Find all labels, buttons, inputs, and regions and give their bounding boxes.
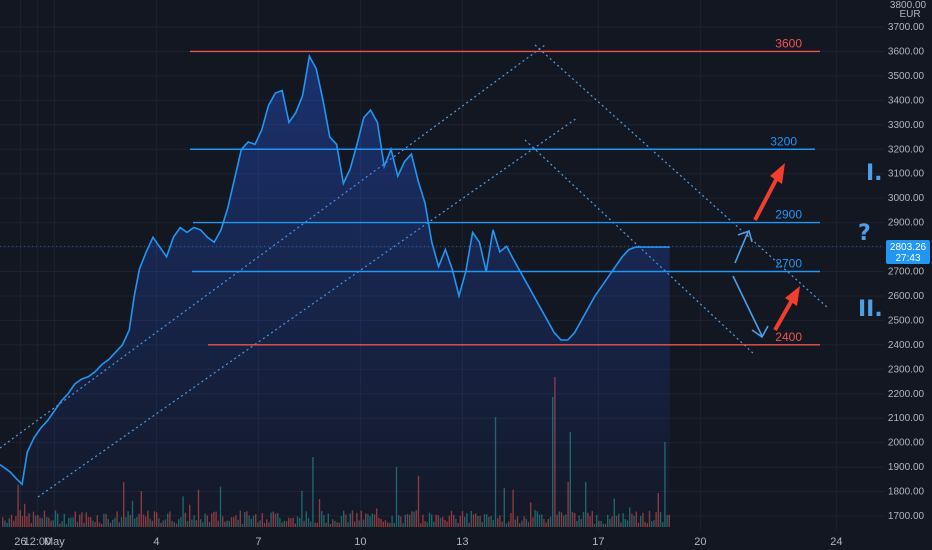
blue-arrowhead-up	[737, 229, 753, 243]
y-tick-label: 2900.00	[888, 218, 925, 229]
level-label-2400: 2400	[775, 330, 802, 344]
price-line	[0, 53, 670, 486]
level-label-3200: 3200	[770, 134, 797, 148]
current-price-badge: 2803.26 27:43	[886, 240, 930, 264]
scale-top-label: 3800.00	[890, 0, 927, 11]
y-tick-label: 1800.00	[888, 487, 925, 498]
scenario-two-label: II.	[858, 297, 883, 322]
x-tick-label: 12:00	[24, 536, 52, 548]
red-arrow-up-shaft	[753, 177, 779, 221]
y-tick-label: 2200.00	[888, 389, 925, 400]
horizontal-levels: 3600 3200 2900 2700 2400	[0, 36, 884, 346]
y-tick-label: 2000.00	[888, 438, 925, 449]
y-tick-label: 1700.00	[888, 511, 925, 522]
x-tick-label: 10	[354, 536, 366, 548]
x-tick-label: 13	[456, 536, 468, 548]
current-price-value: 2803.26	[890, 242, 927, 253]
y-tick-label: 2500.00	[888, 315, 925, 326]
currency-label: EUR	[899, 9, 920, 20]
y-tick-label: 2300.00	[888, 364, 925, 375]
red-arrow-low-head	[785, 286, 800, 306]
countdown-timer: 27:43	[895, 253, 920, 264]
y-tick-label: 2600.00	[888, 291, 925, 302]
price-badge-bg	[886, 240, 930, 264]
time-axis-panel	[0, 530, 932, 550]
y-tick-label: 3000.00	[888, 193, 925, 204]
y-tick-label: 3600.00	[888, 46, 925, 57]
level-label-3600: 3600	[775, 36, 802, 50]
x-tick-label: 26	[14, 536, 26, 548]
blue-arrowhead-down	[751, 325, 769, 339]
level-label-2900: 2900	[775, 208, 802, 222]
price-area	[0, 56, 670, 528]
level-label-2700: 2700	[775, 257, 802, 271]
x-tick-label: 24	[830, 536, 842, 548]
x-tick-label: 7	[255, 536, 261, 548]
blue-arrow-down	[732, 275, 763, 337]
price-axis-panel	[884, 0, 932, 530]
question-mark-label: ?	[858, 221, 871, 246]
y-tick-label: 2100.00	[888, 413, 925, 424]
y-tick-label: 3100.00	[888, 169, 925, 180]
blue-arrow-up	[734, 231, 749, 264]
trend-channels	[0, 44, 829, 498]
red-arrow-low-shaft	[773, 299, 794, 331]
y-tick-label: 3400.00	[888, 95, 925, 106]
x-tick-label: May	[44, 536, 65, 548]
red-arrow-up-head	[770, 163, 785, 184]
y-tick-label: 1900.00	[888, 462, 925, 473]
y-tick-label: 2700.00	[888, 267, 925, 278]
x-tick-label: 4	[153, 536, 159, 548]
y-tick-label: 2400.00	[888, 340, 925, 351]
x-tick-label: 20	[694, 536, 706, 548]
x-tick-label: 17	[592, 536, 604, 548]
y-tick-label: 3700.00	[888, 22, 925, 33]
y-tick-label: 3200.00	[888, 144, 925, 155]
scenario-arrows	[732, 163, 800, 339]
falling-channel-upper	[534, 44, 829, 309]
price-axis[interactable]: 1700.00 1800.00 1900.00 2000.00 2100.00 2200.…	[888, 22, 925, 522]
scenario-one-label: I.	[866, 161, 883, 186]
y-tick-label: 3300.00	[888, 120, 925, 131]
y-tick-label: 3500.00	[888, 71, 925, 82]
